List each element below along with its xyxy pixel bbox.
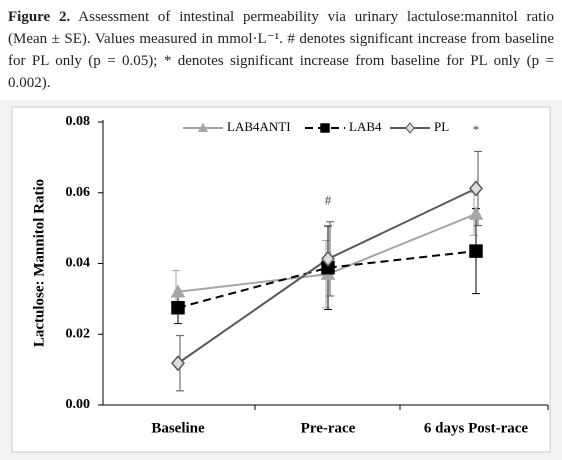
y-tick-label: 0.00 [66,397,91,412]
x-tick-label: Pre-race [301,420,356,436]
marker [469,180,483,197]
legend-label: LAB4ANTI [227,119,291,134]
marker [171,300,185,315]
y-tick-label: 0.04 [66,256,91,271]
series-line [177,250,477,309]
y-tick-label: 0.02 [66,326,91,341]
x-tick-label: Baseline [151,420,205,436]
legend-marker [405,122,415,134]
marker [469,244,483,258]
y-tick-label: 0.06 [66,185,91,200]
marker [321,250,335,268]
annotation: # [325,193,332,208]
annotation: * [473,122,480,137]
caption: Figure 2. Assessment of intestinal permea… [8,6,554,94]
y-tick-label: 0.08 [66,114,91,129]
marker [171,355,185,372]
caption-text: Assessment of intestinal permeability vi… [8,9,555,91]
legend-marker [197,122,209,133]
legend-marker [320,123,330,133]
marker [468,206,484,220]
x-tick-label: 6 days Post-race [424,420,528,436]
legend-label: PL [434,119,449,134]
marker [170,284,186,298]
caption-label: Figure 2. [8,9,71,25]
y-axis-label: Lactulose: Mannitol Ratio [31,179,47,347]
legend-label: LAB4 [349,119,382,134]
